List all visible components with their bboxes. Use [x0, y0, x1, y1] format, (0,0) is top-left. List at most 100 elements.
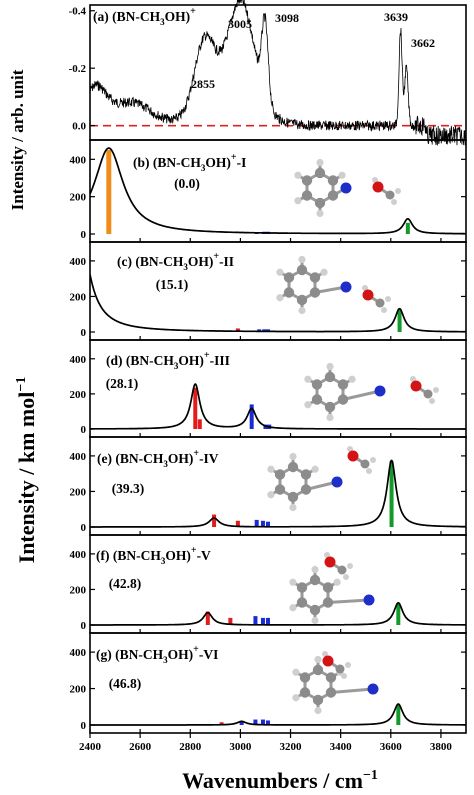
panel-label-f: (f) (BN-CH3OH)+-V [96, 545, 211, 566]
relative-energy-g: (46.8) [109, 676, 142, 691]
x-axis: 2400 2600 2800 3000 3200 3400 3600 3800 [79, 733, 452, 753]
y-tick-label-f: 400 [70, 549, 87, 561]
y-tick-label-b: 200 [70, 192, 87, 204]
stick-red [235, 520, 240, 527]
molecule-structure-c [276, 255, 391, 315]
panel-label-d: (d) (BN-CH3OH)+-III [106, 350, 230, 371]
relative-energy-c: (15.1) [156, 277, 189, 292]
relative-energy-e: (39.3) [112, 481, 145, 496]
y-tick-label-e: 200 [70, 486, 87, 498]
stick-blue [260, 617, 265, 625]
y-tick-label-b: 0 [81, 229, 87, 241]
y-tick-label-e: 0 [81, 522, 87, 534]
peak-label: 2855 [191, 77, 215, 91]
molecule-structure-g [292, 651, 379, 715]
calc-spectrum-d [90, 383, 466, 430]
y-tick-label-c: 200 [70, 291, 87, 303]
x-tick-label: 2600 [129, 741, 152, 753]
stick-red [205, 611, 210, 625]
stick-red [219, 722, 224, 725]
stick-blue [249, 404, 254, 429]
y-tick-label-b: 400 [70, 154, 87, 166]
calc-spectrum-f [90, 601, 466, 626]
y-tick-label-d: 400 [70, 354, 87, 366]
stick-green [396, 704, 401, 725]
x-tick-label: 2800 [179, 741, 202, 753]
panel-label-g: (g) (BN-CH3OH)+-VI [96, 644, 218, 665]
calc-spectrum-c [90, 274, 466, 333]
molecule-structure-f [289, 552, 375, 625]
relative-energy-b: (0.0) [174, 176, 200, 191]
panel-c: 0 200 400 (c) (BN-CH3OH)+-II (15.1) [70, 241, 467, 341]
stick-blue [265, 617, 270, 625]
panel-d: 0 200 400 (d) (BN-CH3OH)+-III (28.1) [70, 339, 467, 438]
peak-label: 3098 [275, 11, 299, 25]
panel-g: 0 200 400 (g) (BN-CH3OH)+-VI (46.8) [70, 632, 467, 734]
relative-energy-d: (28.1) [106, 376, 139, 391]
y-tick-label-g: 200 [70, 684, 87, 696]
y-tick-label-a: -0.4 [69, 6, 87, 18]
y-tick-label-f: 200 [70, 584, 87, 596]
y-tick-label-d: 0 [81, 424, 87, 436]
molecule-structure-b [294, 158, 401, 218]
stick-red [197, 419, 202, 429]
x-tick-label: 2400 [79, 741, 102, 753]
panel-b: 0 200 400 (b) (BN-CH3OH)+-I (0.0) [70, 139, 467, 243]
y-axis-title-calc: Intensity / km mol−1 [14, 377, 39, 564]
stick-blue [254, 519, 259, 527]
stick-blue [263, 424, 268, 429]
relative-energy-f: (42.8) [109, 576, 142, 591]
panel-frame-g [89, 632, 467, 734]
stick-blue [239, 721, 244, 725]
stick-red [193, 387, 198, 429]
calc-spectrum-g [90, 703, 466, 726]
y-tick-label-a: 0.0 [72, 121, 86, 133]
y-axis-title-panel-a: Intensity / arb. unit [8, 69, 27, 210]
x-tick-label: 3000 [229, 741, 252, 753]
stick-blue [265, 720, 270, 725]
panel-label-a: (a) (BN-CH3OH)+ [93, 6, 196, 27]
calc-spectrum-e [90, 459, 466, 528]
peak-label: 3639 [384, 10, 408, 24]
stick-blue [260, 719, 265, 725]
y-tick-label-c: 0 [81, 327, 87, 339]
peak-label: 3005 [228, 17, 252, 31]
panel-label-c: (c) (BN-CH3OH)+-II [117, 251, 234, 272]
stick-blue [260, 520, 265, 527]
x-tick-label: 3200 [280, 741, 303, 753]
x-axis-title: Wavenumbers / cm−1 [182, 768, 378, 793]
stick-red [235, 328, 240, 332]
y-tick-label-c: 400 [70, 256, 87, 268]
stick-green [389, 461, 394, 527]
x-tick-label: 3600 [380, 741, 403, 753]
y-tick-label-d: 200 [70, 389, 87, 401]
peak-label: 3662 [411, 36, 435, 50]
y-tick-label-g: 400 [70, 647, 87, 659]
molecule-structure-e [267, 446, 376, 512]
stick-green [405, 222, 410, 234]
panel-frame-a [89, 4, 467, 141]
panel-label-e: (e) (BN-CH3OH)+-IV [97, 448, 219, 469]
stick-orange [106, 150, 112, 234]
molecule-structure-d [304, 362, 439, 422]
stick-blue [253, 616, 258, 625]
y-tick-label-a: -0.2 [69, 63, 87, 75]
x-tick-label: 3800 [430, 741, 453, 753]
panel-f: 0 200 400 (f) (BN-CH3OH)+-V (42.8) [70, 534, 467, 634]
panel-label-b: (b) (BN-CH3OH)+-I [133, 152, 246, 173]
panel-e: 0 200 400 (e) (BN-CH3OH)+-IV (39.3) [70, 436, 467, 536]
experimental-spectrum [89, 0, 467, 146]
y-tick-label-g: 0 [81, 720, 87, 732]
y-tick-label-e: 400 [70, 451, 87, 463]
x-tick-label: 3400 [330, 741, 353, 753]
calc-spectrum-b [90, 147, 466, 235]
stick-blue [265, 521, 270, 527]
stick-green [396, 603, 401, 625]
stick-green [397, 308, 402, 332]
stick-red [228, 617, 233, 625]
y-tick-label-f: 0 [81, 620, 87, 632]
stick-red [212, 514, 217, 527]
stick-blue [253, 719, 258, 725]
